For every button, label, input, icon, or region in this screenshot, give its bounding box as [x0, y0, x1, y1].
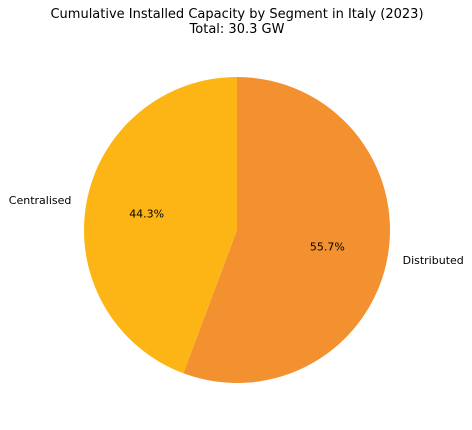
pie-labels: Distributed 55.7% Centralised 44.3% — [9, 194, 464, 267]
pie-slices — [84, 77, 391, 383]
pie-category-label: Distributed — [403, 254, 464, 267]
pie-percent-label: 55.7% — [310, 240, 345, 253]
chart-title: Cumulative Installed Capacity by Segment… — [50, 7, 423, 22]
chart-subtitle: Total: 30.3 GW — [189, 22, 285, 37]
pie-category-label: Centralised — [9, 194, 72, 207]
pie-percent-label: 44.3% — [129, 208, 164, 221]
pie-slice-centralised — [84, 77, 238, 374]
pie-slice-distributed — [183, 77, 391, 383]
